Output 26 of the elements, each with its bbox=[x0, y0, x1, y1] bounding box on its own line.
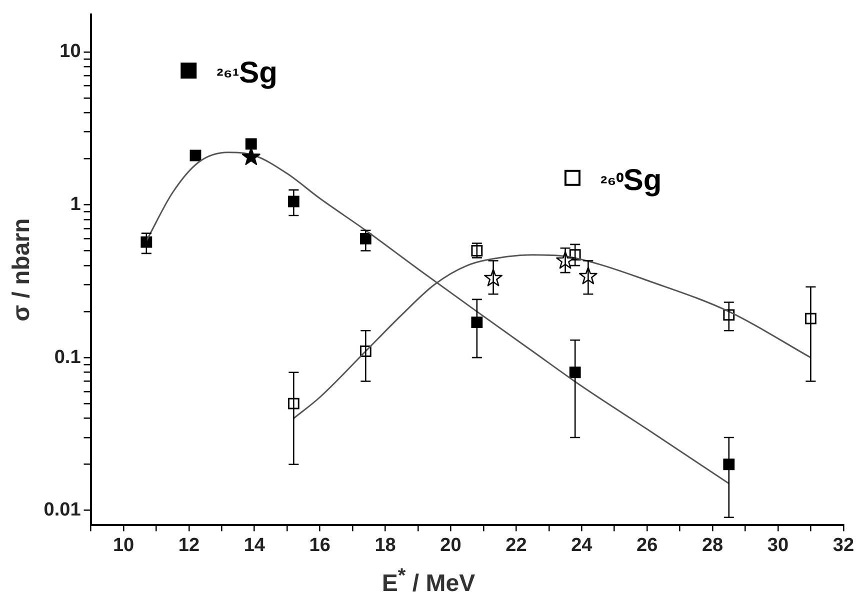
point bbox=[569, 366, 581, 378]
x-tick-label: 18 bbox=[374, 534, 396, 556]
y-tick-label: 1 bbox=[70, 194, 82, 215]
point bbox=[140, 236, 152, 248]
x-tick-label: 10 bbox=[112, 534, 134, 556]
point bbox=[471, 316, 483, 328]
y-tick-label: 0.01 bbox=[44, 500, 82, 521]
x-tick-label: 26 bbox=[636, 534, 658, 556]
x-tick-label: 30 bbox=[767, 534, 789, 556]
point bbox=[190, 150, 202, 162]
legend-label: ²⁶⁰Sg bbox=[600, 164, 662, 197]
x-tick-label: 12 bbox=[178, 534, 200, 556]
point bbox=[245, 138, 257, 150]
legend-label: ²⁶¹Sg bbox=[216, 56, 278, 90]
x-axis-title: E$^{*}$ / MeV bbox=[380, 565, 476, 598]
y-axis-title: σ / nbarn bbox=[8, 218, 36, 322]
x-tick-label: 24 bbox=[571, 534, 593, 556]
x-tick-label: 32 bbox=[832, 534, 854, 556]
point bbox=[723, 458, 735, 470]
x-tick-label: 28 bbox=[702, 534, 724, 556]
x-tick-label: 22 bbox=[506, 534, 527, 556]
x-tick-label: 14 bbox=[244, 534, 266, 556]
y-tick-label: 0.1 bbox=[54, 346, 82, 368]
x-tick-label: 20 bbox=[440, 534, 462, 556]
y-tick-label: 10 bbox=[60, 41, 81, 62]
x-tick-label: 16 bbox=[309, 534, 330, 556]
